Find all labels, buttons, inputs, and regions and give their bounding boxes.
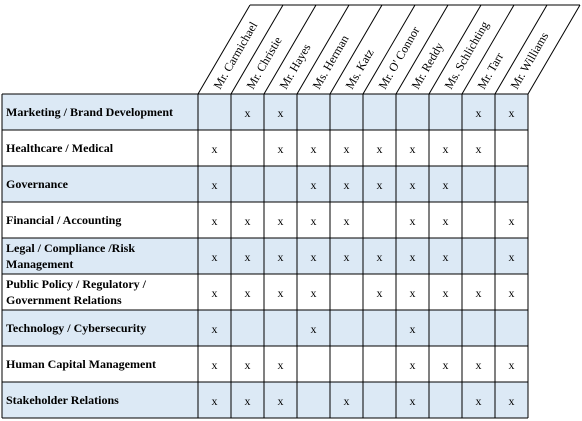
- cell-mark: x: [278, 106, 284, 120]
- row-background: [2, 94, 528, 130]
- row-label: Financial / Accounting: [6, 213, 121, 227]
- cell-mark: x: [476, 286, 482, 300]
- column-header: Mr. Tarr: [474, 50, 506, 91]
- cell-mark: x: [344, 142, 350, 156]
- cell-mark: x: [410, 178, 416, 192]
- header-divider: [197, 4, 251, 95]
- header-divider: [461, 4, 515, 95]
- cell-mark: x: [476, 106, 482, 120]
- cell-mark: x: [311, 322, 317, 336]
- cell-mark: x: [278, 286, 284, 300]
- cell-mark: x: [476, 394, 482, 408]
- cell-mark: x: [278, 214, 284, 228]
- cell-mark: x: [245, 286, 251, 300]
- cell-mark: x: [443, 178, 449, 192]
- cell-mark: x: [377, 178, 383, 192]
- cell-mark: x: [344, 214, 350, 228]
- cell-mark: x: [509, 358, 515, 372]
- row-label: Healthcare / Medical: [6, 141, 114, 155]
- row-label: Technology / Cybersecurity: [6, 321, 146, 335]
- cell-mark: x: [245, 358, 251, 372]
- row-label: Human Capital Management: [6, 357, 156, 371]
- cell-mark: x: [377, 142, 383, 156]
- cell-mark: x: [509, 106, 515, 120]
- cell-mark: x: [410, 214, 416, 228]
- cell-mark: x: [212, 250, 218, 264]
- cell-mark: x: [344, 178, 350, 192]
- header-divider: [428, 4, 482, 95]
- row-label: Stakeholder Relations: [6, 393, 119, 407]
- cell-mark: x: [311, 214, 317, 228]
- cell-mark: x: [278, 142, 284, 156]
- cell-mark: x: [212, 322, 218, 336]
- cell-mark: x: [509, 250, 515, 264]
- cell-mark: x: [311, 142, 317, 156]
- cell-mark: x: [476, 142, 482, 156]
- cell-mark: x: [377, 286, 383, 300]
- cell-mark: x: [410, 250, 416, 264]
- row-background: [2, 202, 528, 238]
- column-header: Mr. Hayes: [276, 41, 313, 92]
- header-divider: [362, 4, 416, 95]
- row-label: Public Policy / Regulatory /: [6, 277, 147, 291]
- cell-mark: x: [278, 394, 284, 408]
- cell-mark: x: [509, 214, 515, 228]
- header-divider: [395, 4, 449, 95]
- cell-mark: x: [245, 106, 251, 120]
- header-divider: [494, 4, 548, 95]
- cell-mark: x: [311, 286, 317, 300]
- cell-mark: x: [245, 394, 251, 408]
- column-header: Mr. Reddy: [408, 40, 446, 91]
- cell-mark: x: [377, 250, 383, 264]
- header-divider: [296, 4, 350, 95]
- header-divider: [263, 4, 317, 95]
- cell-mark: x: [212, 178, 218, 192]
- cell-mark: x: [344, 250, 350, 264]
- cell-mark: x: [311, 250, 317, 264]
- row-label: Management: [6, 257, 73, 271]
- cell-mark: x: [212, 286, 218, 300]
- cell-mark: x: [509, 394, 515, 408]
- cell-mark: x: [443, 358, 449, 372]
- cell-mark: x: [443, 142, 449, 156]
- row-background: [2, 346, 528, 382]
- row-background: [2, 130, 528, 166]
- cell-mark: x: [212, 142, 218, 156]
- cell-mark: x: [410, 142, 416, 156]
- header-divider: [329, 4, 383, 95]
- row-label: Marketing / Brand Development: [6, 105, 173, 119]
- row-background: [2, 274, 528, 310]
- cell-mark: x: [443, 214, 449, 228]
- cell-mark: x: [410, 394, 416, 408]
- cell-mark: x: [509, 286, 515, 300]
- row-label: Governance: [6, 177, 69, 191]
- cell-mark: x: [245, 214, 251, 228]
- cell-mark: x: [212, 214, 218, 228]
- cell-mark: x: [443, 250, 449, 264]
- row-background: [2, 166, 528, 202]
- row-background: [2, 382, 528, 418]
- cell-mark: x: [410, 322, 416, 336]
- cell-mark: x: [476, 358, 482, 372]
- cell-mark: x: [410, 358, 416, 372]
- row-label: Government Relations: [6, 293, 122, 307]
- cell-mark: x: [278, 358, 284, 372]
- header-divider: [527, 4, 581, 95]
- cell-mark: x: [443, 286, 449, 300]
- row-background: [2, 238, 528, 274]
- cell-mark: x: [278, 250, 284, 264]
- cell-mark: x: [212, 358, 218, 372]
- row-background: [2, 310, 528, 346]
- row-label: Legal / Compliance /Risk: [6, 241, 135, 255]
- cell-mark: x: [344, 394, 350, 408]
- cell-mark: x: [311, 178, 317, 192]
- cell-mark: x: [245, 250, 251, 264]
- cell-mark: x: [410, 286, 416, 300]
- header-divider: [230, 4, 284, 95]
- cell-mark: x: [212, 394, 218, 408]
- column-header: Ms. Katz: [342, 46, 376, 91]
